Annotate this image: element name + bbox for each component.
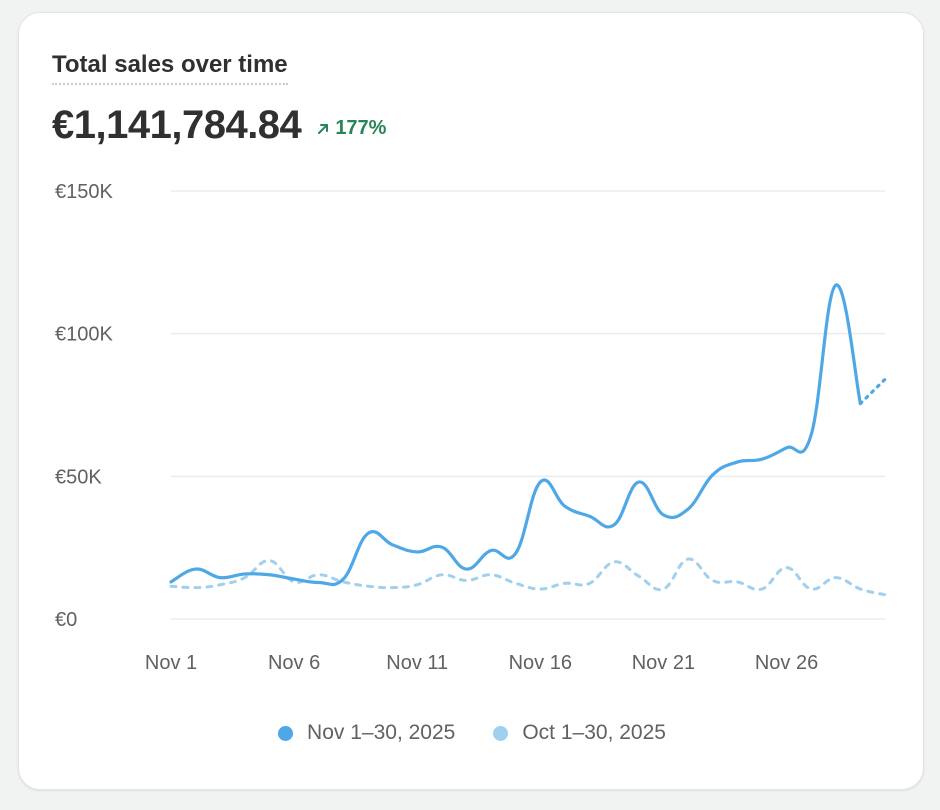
total-row: €1,141,784.84 177% — [52, 103, 386, 148]
legend-dot-previous — [493, 725, 509, 741]
chart-legend: Nov 1–30, 2025 Oct 1–30, 2025 — [19, 721, 925, 745]
x-tick-label-5: Nov 26 — [755, 652, 818, 674]
legend-item-current[interactable]: Nov 1–30, 2025 — [278, 721, 455, 745]
sales-card: Total sales over time €1,141,784.84 177%… — [18, 12, 924, 790]
x-tick-label-0: Nov 1 — [145, 652, 197, 674]
legend-label-previous: Oct 1–30, 2025 — [522, 721, 666, 744]
y-tick-label-2: €100K — [55, 324, 113, 346]
x-tick-label-4: Nov 21 — [632, 652, 695, 674]
y-tick-label-3: €150K — [55, 181, 113, 203]
series-line-current — [169, 283, 862, 587]
x-tick-label-1: Nov 6 — [268, 652, 320, 674]
series-line-previous — [169, 557, 887, 597]
series-line-current-partial — [858, 377, 887, 406]
total-sales-value: €1,141,784.84 — [52, 103, 302, 147]
change-percent: 177% — [335, 117, 387, 139]
y-tick-label-1: €50K — [55, 466, 102, 488]
y-tick-label-0: €0 — [55, 609, 77, 631]
legend-label-current: Nov 1–30, 2025 — [307, 721, 456, 744]
arrow-up-right-icon — [318, 123, 329, 134]
legend-dot-current — [278, 725, 294, 741]
sales-line-chart: €0 €50K €100K €150K Nov 1 Nov 6 Nov 11 Nov 16 No… — [55, 181, 887, 674]
change-badge: 177% — [317, 117, 386, 140]
x-tick-label-2: Nov 11 — [386, 652, 448, 674]
x-tick-label-3: Nov 16 — [509, 652, 572, 674]
card-title[interactable]: Total sales over time — [52, 51, 288, 85]
legend-item-previous[interactable]: Oct 1–30, 2025 — [493, 721, 666, 745]
